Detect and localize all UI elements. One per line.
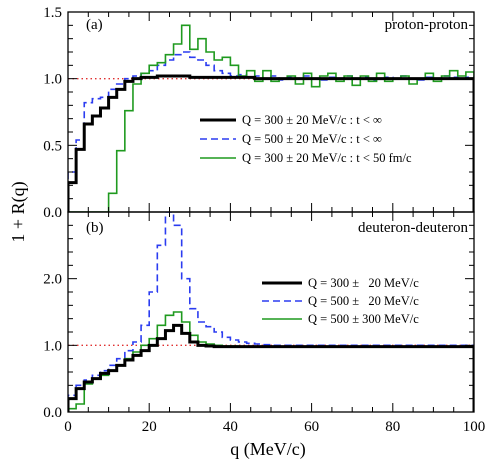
panel-title-a: proton-proton bbox=[385, 17, 469, 33]
x-tick-label: 40 bbox=[223, 419, 238, 435]
legend-label: Q = 300 ± 20 MeV/c : t < ∞ bbox=[242, 113, 382, 127]
x-tick-label: 60 bbox=[304, 419, 319, 435]
x-tick-label: 0 bbox=[64, 419, 72, 435]
x-tick-label: 20 bbox=[142, 419, 157, 435]
y-tick-label: 2.0 bbox=[43, 272, 62, 288]
series-line-a-0 bbox=[68, 74, 474, 212]
panel-b: 0.0 1.0 2.0 0 20 40 60 80 100 (b) deuteron-deute… bbox=[43, 211, 486, 435]
ticks-layer-b: 0.0 1.0 2.0 0 20 40 60 80 100 bbox=[43, 211, 486, 435]
x-tick-label: 100 bbox=[463, 419, 486, 435]
series-line-b-2 bbox=[68, 311, 474, 412]
panel-tag-a: (a) bbox=[86, 17, 103, 33]
panel-a: 0.0 0.5 1.0 1.5 (a) proton-proton Q = 300 ±… bbox=[43, 5, 475, 221]
y-tick-label: 0.0 bbox=[43, 405, 62, 421]
y-tick-label: 1.0 bbox=[43, 338, 62, 354]
legend-b: Q = 300 ± 20 MeV/c Q = 500 ± 20 MeV/c Q = … bbox=[262, 276, 419, 326]
plot-frame-b bbox=[67, 211, 475, 413]
legend-label: Q = 300 ± 20 MeV/c bbox=[308, 276, 419, 290]
y-tick-label: 0.0 bbox=[43, 205, 62, 221]
y-tick-label: 1.5 bbox=[43, 5, 62, 21]
plot-frame-a bbox=[67, 11, 475, 213]
x-axis-label: q (MeV/c) bbox=[230, 439, 305, 460]
y-tick-label: 1.0 bbox=[43, 72, 62, 88]
panel-tag-b: (b) bbox=[86, 220, 104, 236]
panel-title-b: deuteron-deuteron bbox=[358, 220, 468, 236]
y-axis-label: 1 + R(q) bbox=[8, 181, 29, 242]
legend-label: Q = 300 ± 20 MeV/c : t < 50 fm/c bbox=[242, 151, 412, 165]
series-layer-b bbox=[68, 212, 474, 412]
legend-label: Q = 500 ± 20 MeV/c : t < ∞ bbox=[242, 132, 382, 146]
series-line-b-0 bbox=[68, 323, 474, 412]
legend-label: Q = 500 ± 20 MeV/c bbox=[308, 294, 419, 308]
y-tick-label: 0.5 bbox=[43, 138, 62, 154]
series-layer-a bbox=[68, 24, 474, 212]
ticks-layer-a: 0.0 0.5 1.0 1.5 bbox=[43, 5, 475, 221]
x-tick-label: 80 bbox=[385, 419, 400, 435]
legend-a: Q = 300 ± 20 MeV/c : t < ∞ Q = 500 ± 20 M… bbox=[200, 113, 412, 165]
legend-label: Q = 500 ± 300 MeV/c bbox=[308, 312, 419, 326]
